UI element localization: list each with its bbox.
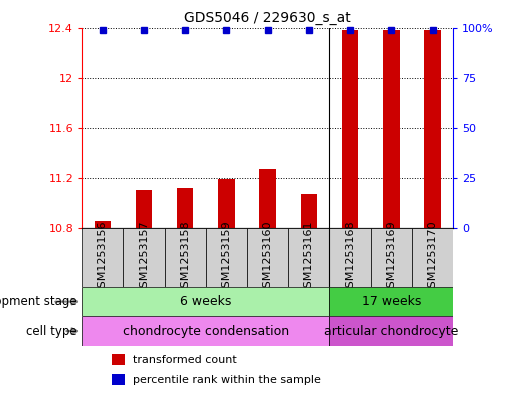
Text: 17 weeks: 17 weeks: [361, 295, 421, 308]
Bar: [288, 228, 330, 287]
Bar: [383, 30, 400, 228]
Bar: [165, 228, 206, 287]
Bar: [342, 30, 358, 228]
Text: GSM1253160: GSM1253160: [263, 220, 272, 295]
Bar: [136, 190, 152, 228]
Bar: [218, 179, 235, 228]
Bar: [301, 194, 317, 228]
Text: GSM1253157: GSM1253157: [139, 220, 149, 295]
Text: GSM1253169: GSM1253169: [386, 220, 396, 295]
Bar: [82, 316, 330, 346]
Text: chondrocyte condensation: chondrocyte condensation: [123, 325, 289, 338]
Bar: [94, 221, 111, 228]
Bar: [330, 228, 370, 287]
Text: GSM1253159: GSM1253159: [222, 220, 232, 295]
Bar: [259, 169, 276, 228]
Title: GDS5046 / 229630_s_at: GDS5046 / 229630_s_at: [184, 11, 351, 25]
Bar: [123, 228, 165, 287]
Bar: [330, 287, 453, 316]
Bar: [112, 354, 125, 365]
Text: GSM1253161: GSM1253161: [304, 220, 314, 295]
Text: development stage: development stage: [0, 295, 77, 308]
Text: percentile rank within the sample: percentile rank within the sample: [132, 375, 321, 385]
Bar: [370, 228, 412, 287]
Text: 6 weeks: 6 weeks: [180, 295, 232, 308]
Text: GSM1253170: GSM1253170: [428, 220, 438, 295]
Bar: [82, 287, 330, 316]
Bar: [425, 30, 441, 228]
Bar: [82, 228, 123, 287]
Bar: [247, 228, 288, 287]
Text: GSM1253168: GSM1253168: [345, 220, 355, 295]
Text: GSM1253158: GSM1253158: [180, 220, 190, 295]
Bar: [330, 316, 453, 346]
Text: GSM1253156: GSM1253156: [98, 220, 108, 295]
Bar: [206, 228, 247, 287]
Text: cell type: cell type: [26, 325, 77, 338]
Text: transformed count: transformed count: [132, 355, 236, 365]
Text: articular chondrocyte: articular chondrocyte: [324, 325, 458, 338]
Bar: [112, 374, 125, 385]
Bar: [177, 188, 193, 228]
Bar: [412, 228, 453, 287]
